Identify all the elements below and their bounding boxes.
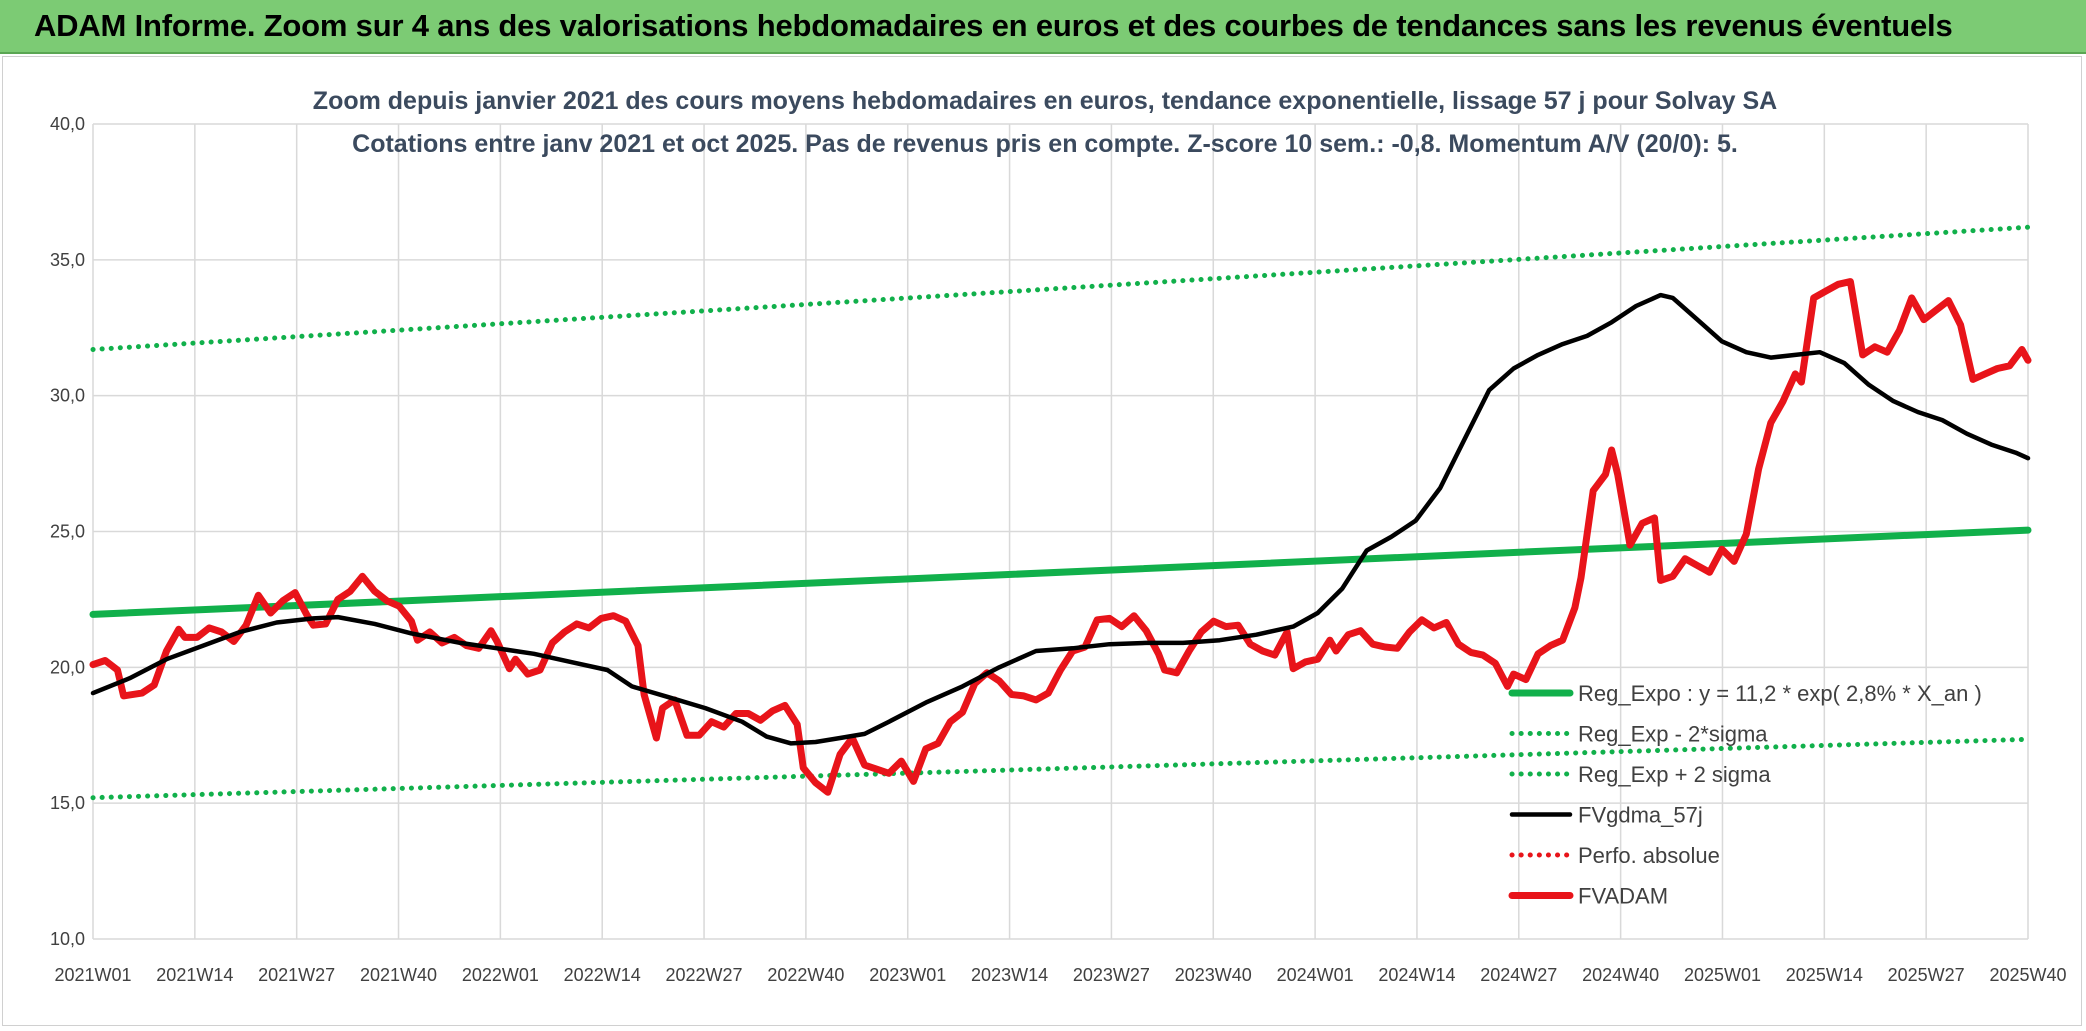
x-tick-label: 2024W01: [1277, 965, 1354, 985]
legend-label: Reg_Expo : y = 11,2 * exp( 2,8% * X_an ): [1578, 681, 1982, 706]
series-reg-expo-y-11-2-exp-2-8-x-an-line: [89, 526, 2032, 618]
series-fvadam-line: [89, 278, 2032, 796]
x-tick-label: 2021W40: [360, 965, 437, 985]
x-tick-label: 2025W01: [1684, 965, 1761, 985]
x-tick-label: 2021W01: [54, 965, 131, 985]
x-tick-label: 2022W27: [666, 965, 743, 985]
chart-series: [89, 224, 2032, 801]
legend-label: Perfo. absolue: [1578, 843, 1720, 868]
legend-label: FVADAM: [1578, 884, 1668, 909]
report-banner: ADAM Informe. Zoom sur 4 ans des valoris…: [0, 0, 2086, 54]
y-tick-label: 40,0: [50, 114, 85, 134]
y-tick-label: 25,0: [50, 522, 85, 542]
y-tick-label: 10,0: [50, 929, 85, 949]
chart-grid: [92, 123, 2029, 940]
x-axis-ticks: 2021W01 2021W14 2021W27 2021W40 2022W01 2022W…: [54, 965, 2066, 985]
report-title: ADAM Informe. Zoom sur 4 ans des valoris…: [34, 8, 1953, 43]
chart-legend: Reg_Expo : y = 11,2 * exp( 2,8% * X_an )…: [1508, 681, 1982, 909]
series-reg-exp-2-sigma-line: [90, 736, 2031, 801]
y-axis-ticks: 10,0 15,0 20,0 25,0 30,0 35,0 40,0: [50, 114, 85, 949]
x-tick-label: 2021W14: [156, 965, 233, 985]
y-tick-label: 35,0: [50, 250, 85, 270]
x-tick-label: 2025W14: [1786, 965, 1863, 985]
x-tick-label: 2025W40: [1989, 965, 2066, 985]
x-tick-label: 2021W27: [258, 965, 335, 985]
legend-label: FVgdma_57j: [1578, 803, 1703, 828]
x-tick-label: 2022W01: [462, 965, 539, 985]
chart-subtitle: Cotations entre janv 2021 et oct 2025. P…: [352, 130, 1738, 158]
series-reg-exp-2-sigma-line: [90, 224, 2031, 352]
x-tick-label: 2022W40: [767, 965, 844, 985]
chart-title: Zoom depuis janvier 2021 des cours moyen…: [313, 87, 1777, 115]
x-tick-label: 2024W40: [1582, 965, 1659, 985]
x-tick-label: 2023W14: [971, 965, 1048, 985]
x-tick-label: 2023W40: [1175, 965, 1252, 985]
y-tick-label: 20,0: [50, 657, 85, 677]
x-tick-label: 2024W27: [1480, 965, 1557, 985]
x-tick-label: 2023W01: [869, 965, 946, 985]
legend-label: Reg_Exp - 2*sigma: [1578, 722, 1768, 747]
series-fvgdma-57j-line: [90, 292, 2031, 746]
y-tick-label: 15,0: [50, 793, 85, 813]
x-tick-label: 2024W14: [1378, 965, 1455, 985]
x-tick-label: 2023W27: [1073, 965, 1150, 985]
legend-label: Reg_Exp + 2 sigma: [1578, 762, 1771, 787]
x-tick-label: 2022W14: [564, 965, 641, 985]
x-tick-label: 2025W27: [1888, 965, 1965, 985]
y-tick-label: 30,0: [50, 386, 85, 406]
